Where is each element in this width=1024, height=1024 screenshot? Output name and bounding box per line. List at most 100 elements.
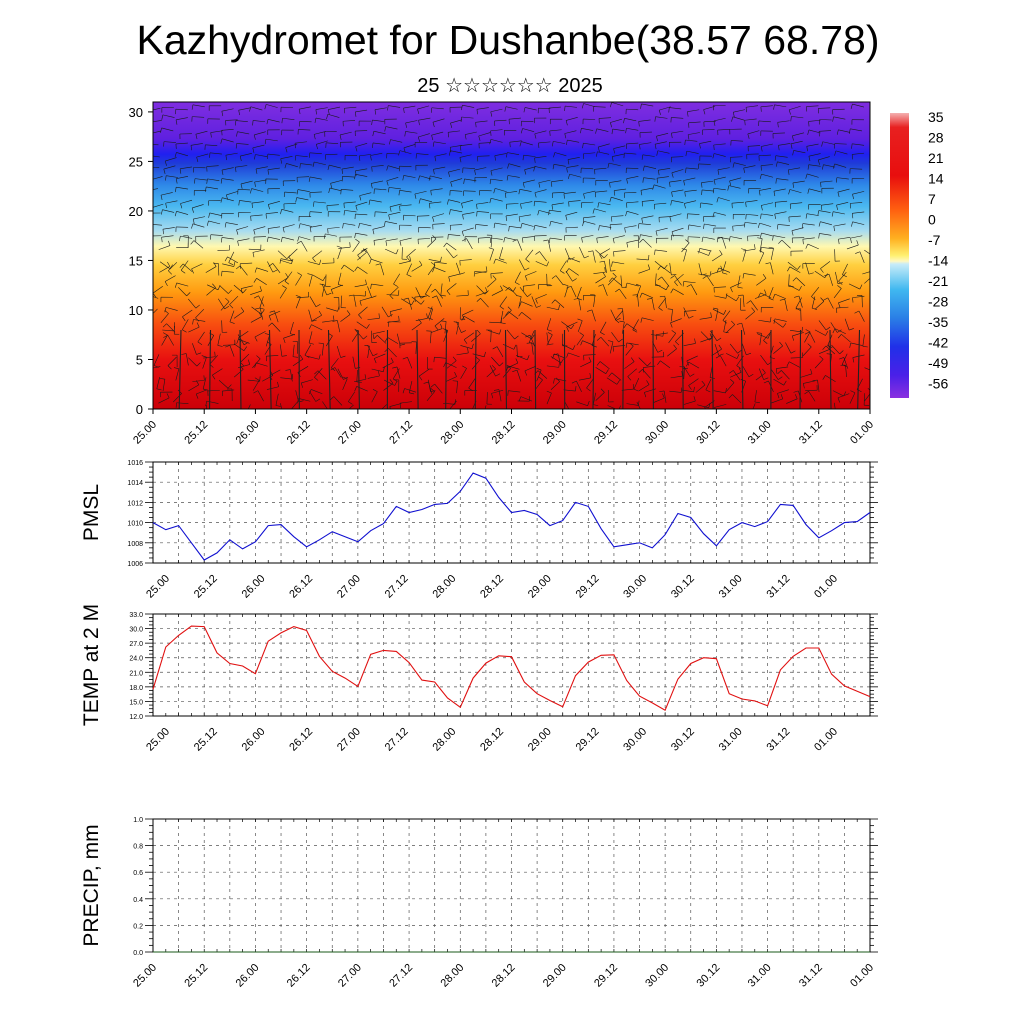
wind-barb-flag <box>850 390 856 393</box>
wind-barb-flag <box>639 144 641 150</box>
wind-barb-flag <box>729 370 734 374</box>
wind-barb-flag <box>792 277 797 282</box>
wind-barb <box>343 201 356 204</box>
wind-barb <box>416 153 429 155</box>
wind-barb <box>464 178 477 182</box>
wind-barb <box>821 203 834 206</box>
wind-barb <box>686 150 699 154</box>
wind-barb-flag <box>742 273 745 279</box>
wind-barb-flag <box>296 189 299 195</box>
wind-barb-flag <box>371 295 377 298</box>
wind-barb <box>326 307 338 312</box>
wind-barb-flag <box>772 293 776 299</box>
wind-barb-flag <box>794 295 800 298</box>
wind-barb <box>697 404 709 409</box>
wind-barb-flag <box>254 362 257 368</box>
wind-barb-flag <box>490 130 492 136</box>
wind-barb <box>760 292 772 299</box>
wind-barb <box>611 215 624 217</box>
wind-barb <box>399 237 412 242</box>
wind-barb-flag <box>513 344 517 350</box>
wind-barb <box>622 308 624 321</box>
wind-barb-flag <box>778 239 783 244</box>
wind-barb-flag <box>732 112 735 118</box>
wind-barb-flag <box>686 284 692 288</box>
wind-barb <box>599 225 612 228</box>
wind-barb <box>534 166 547 170</box>
wind-barb-flag <box>490 111 493 117</box>
wind-barb <box>669 263 672 276</box>
wind-barb-flag <box>264 333 270 336</box>
wind-barb <box>348 391 356 402</box>
wind-barb <box>758 154 771 157</box>
wind-barb-flag <box>586 387 591 392</box>
wind-barb <box>748 145 761 147</box>
wind-barb <box>538 179 551 184</box>
x-tick-label: 01.00 <box>812 726 840 754</box>
wind-barb <box>849 392 856 404</box>
y-tick-label: 1012 <box>127 500 143 507</box>
wind-barb-flag <box>174 152 177 158</box>
wind-barb <box>744 118 757 121</box>
wind-barb <box>850 342 863 346</box>
wind-barb <box>732 116 745 121</box>
wind-barb-flag <box>862 346 868 348</box>
wind-barb <box>357 252 367 261</box>
wind-barb <box>669 107 682 110</box>
wind-barb <box>743 248 756 252</box>
wind-barb-flag <box>682 281 684 287</box>
wind-barb <box>668 333 676 344</box>
wind-barb <box>700 331 710 341</box>
wind-barb <box>241 285 253 289</box>
wind-barb-flag <box>514 282 520 285</box>
wind-barb <box>239 329 242 409</box>
x-tick-label: 26.00 <box>240 573 268 601</box>
wind-barb <box>371 258 383 264</box>
y-tick-label: 33.0 <box>129 612 143 619</box>
heatmap-x-tick-label: 26.12 <box>285 419 313 447</box>
wind-barb-flag <box>160 127 162 133</box>
wind-barb-flag <box>787 169 790 175</box>
wind-barb <box>418 117 431 121</box>
wind-barb-flag <box>852 297 854 303</box>
wind-barb <box>390 308 402 312</box>
wind-barb-flag <box>587 250 593 253</box>
wind-barb-flag <box>345 413 348 417</box>
wind-barb <box>747 235 760 237</box>
wind-barb <box>611 372 622 381</box>
wind-barb-flag <box>175 178 178 184</box>
wind-barb <box>581 128 594 131</box>
wind-barb <box>626 282 639 287</box>
wind-barb <box>295 275 302 286</box>
wind-barb-flag <box>778 145 780 151</box>
wind-barb-flag <box>775 368 778 374</box>
wind-barb <box>713 117 726 122</box>
wind-barb-flag <box>254 336 258 342</box>
wind-barb-flag <box>201 355 207 358</box>
wind-barb-flag <box>629 342 634 347</box>
wind-barb <box>595 367 606 374</box>
x-tick-label: 25.12 <box>192 573 220 601</box>
wind-barb-flag <box>669 216 672 222</box>
wind-barb <box>162 227 175 230</box>
wind-barb-flag <box>311 319 317 322</box>
wind-barb <box>222 197 234 202</box>
wind-barb-flag <box>423 381 429 384</box>
wind-barb-flag <box>163 168 166 174</box>
wind-barb-flag <box>782 323 787 328</box>
wind-barb <box>377 335 387 344</box>
wind-barb-flag <box>760 146 763 152</box>
wind-barb-flag <box>685 239 690 244</box>
heatmap-y-tick-label: 10 <box>129 303 143 318</box>
wind-barb-flag <box>817 210 820 216</box>
wind-barb-flag <box>788 189 791 195</box>
wind-barb <box>523 154 536 157</box>
wind-barb-flag <box>671 133 673 139</box>
wind-barb-flag <box>164 307 167 313</box>
wind-barb <box>593 106 606 108</box>
wind-barb-flag <box>769 317 772 323</box>
wind-barb <box>656 176 669 179</box>
wind-barb-flag <box>688 315 694 319</box>
wind-barb <box>614 188 627 191</box>
